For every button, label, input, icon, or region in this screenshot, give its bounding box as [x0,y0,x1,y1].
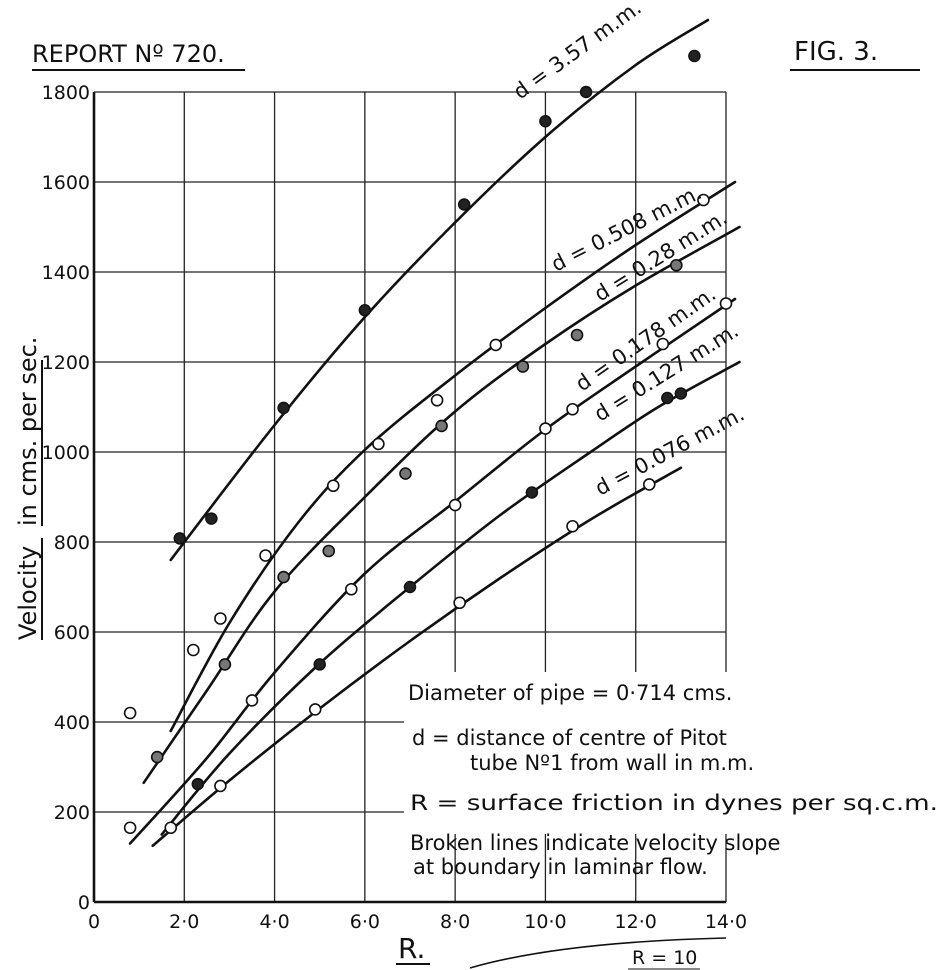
series-curves [128,18,741,848]
data-point-open [187,643,200,657]
data-point-filled [277,401,290,415]
y-axis-title-group: Velocity in cms. per sec. [14,337,43,640]
data-point-open [697,193,710,207]
data-point-open [656,337,670,351]
data-point-open [566,519,579,533]
x-tick-label: 8·0 [440,911,470,933]
y-tick-label: 800 [54,532,90,554]
data-point-open [214,612,227,625]
y-tick-label: 200 [54,802,90,824]
x-tick-label: 12·0 [615,911,657,933]
y-tick-label: 0 [78,892,90,914]
note-broken2: at boundary in laminar flow. [413,855,708,879]
x-axis-title: R. [398,932,425,965]
x-tick-label: 10·0 [524,911,566,933]
y-tick-label: 1400 [42,262,90,284]
data-point-half [670,258,683,272]
y-tick-label: 1000 [42,442,90,464]
y-tick-label: 600 [54,622,90,644]
y-tick-labels: 0 200 400 600 800 1000 1200 1400 1600 1800 [42,82,90,914]
data-point-open [430,393,444,407]
notes-background [404,672,940,834]
note-broken1: Broken lines indicate velocity slope [410,831,780,855]
note-r: R = surface friction in dynes per sq.c.m… [410,791,938,815]
series-curve-2 [142,225,741,785]
footer-curve [469,937,727,969]
y-axis-title-rest: in cms. per sec. [14,337,42,526]
label-d-357: d = 3.57 m.m. [509,0,646,104]
y-axis-title-underlined: Velocity [14,546,42,640]
note-d-line2: tube Nº1 from wall in m.m. [470,751,754,775]
data-point-filled [688,49,701,63]
data-point-open [642,478,656,491]
data-point-filled [403,580,417,594]
y-tick-label: 1200 [42,352,90,374]
x-tick-label: 6·0 [350,911,380,933]
footer-r-equals: R = 10 [632,947,697,969]
data-point-open [326,479,340,493]
data-point-half [322,544,336,558]
series-curve-4 [160,360,741,836]
note-d-line1: d = distance of centre of Pitot [412,726,727,750]
data-point-open [123,706,137,720]
data-point-open [164,821,178,835]
data-point-half [277,570,290,584]
series-curve-3 [128,297,737,845]
data-point-open [345,582,358,596]
data-point-filled [205,512,218,525]
series-curve-0 [169,18,710,562]
data-point-filled [457,198,471,211]
data-point-half [399,467,412,480]
data-point-filled [173,532,187,545]
data-point-filled [674,387,688,400]
series-points [123,49,733,835]
data-point-half [150,750,164,764]
data-point-filled [191,777,205,791]
data-point-filled [579,85,593,99]
series-curve-5 [151,466,683,848]
x-tick-label: 0 [88,911,100,933]
series-curve-1 [169,180,737,733]
x-tick-label: 14·0 [705,911,747,933]
data-point-filled [661,391,674,405]
data-point-filled [525,486,539,499]
data-point-filled [358,304,372,317]
x-tick-label: 4·0 [259,911,289,933]
axes [92,92,726,904]
y-tick-label: 1800 [42,82,90,104]
x-tick-labels: 0 2·0 4·0 6·0 8·0 10·0 12·0 14·0 [88,911,747,933]
data-point-open [245,694,259,707]
data-point-open [308,703,322,716]
y-tick-label: 1600 [42,172,90,194]
data-point-open [259,549,272,562]
data-point-open [372,437,385,451]
data-point-filled [539,115,552,128]
x-tick-label: 2·0 [169,911,199,933]
data-point-open [539,422,552,435]
report-number: REPORT Nº 720. [32,40,225,68]
data-point-open [448,498,462,512]
data-point-half [435,419,448,433]
data-point-filled [313,658,326,671]
data-point-open [453,596,466,610]
note-pipe: Diameter of pipe = 0·714 cms. [408,681,732,705]
data-point-open [214,779,227,793]
data-point-half [516,360,530,373]
figure-number: FIG. 3. [794,37,878,67]
data-point-half [570,328,584,342]
data-point-open [566,402,579,416]
y-tick-label: 400 [54,712,90,734]
data-point-open [489,338,503,352]
data-point-open [123,821,137,835]
data-point-open [719,297,733,310]
data-point-half [218,658,232,671]
